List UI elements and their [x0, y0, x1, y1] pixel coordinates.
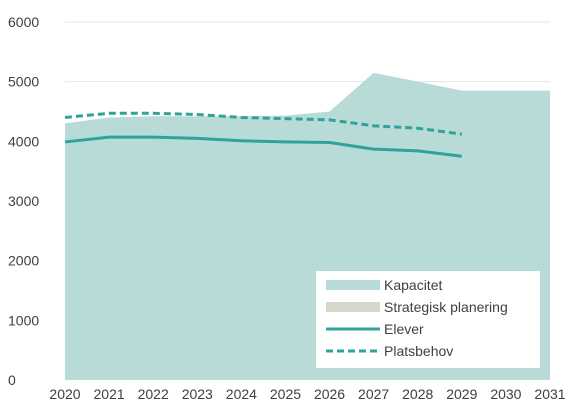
line-series-3	[64, 111, 463, 136]
x-tick-label: 2030	[490, 386, 521, 402]
x-tick-label: 2023	[182, 386, 213, 402]
x-tick-label: 2026	[314, 386, 345, 402]
y-axis-ticks: 0 1000 2000 3000 4000 5000 6000	[8, 14, 39, 388]
legend-swatch	[326, 302, 380, 312]
y-tick-label: 2000	[8, 253, 39, 269]
legend: Kapacitet Strategisk planering Elever Plats…	[316, 271, 540, 368]
x-tick-label: 2022	[138, 386, 169, 402]
x-tick-label: 2028	[402, 386, 433, 402]
x-tick-label: 2025	[270, 386, 301, 402]
y-tick-label: 3000	[8, 193, 39, 209]
legend-swatch	[326, 280, 380, 290]
x-tick-label: 2027	[358, 386, 389, 402]
y-tick-label: 6000	[8, 14, 39, 30]
legend-label: Strategisk planering	[384, 299, 508, 315]
x-tick-label: 2029	[446, 386, 477, 402]
legend-label: Platsbehov	[384, 343, 453, 359]
line-series-2	[64, 135, 462, 158]
legend-label: Kapacitet	[384, 277, 442, 293]
y-tick-label: 5000	[8, 74, 39, 90]
x-tick-label: 2031	[534, 386, 565, 402]
y-tick-label: 1000	[8, 312, 39, 328]
legend-label: Elever	[384, 321, 424, 337]
x-tick-label: 2020	[49, 386, 80, 402]
x-tick-label: 2024	[226, 386, 257, 402]
x-axis-ticks: 2020 2021 2022 2023 2024 2025 2026 2027 2028 2029…	[49, 386, 565, 402]
line-series	[64, 111, 463, 158]
y-tick-label: 4000	[8, 133, 39, 149]
y-tick-label: 0	[8, 372, 16, 388]
x-tick-label: 2021	[94, 386, 125, 402]
